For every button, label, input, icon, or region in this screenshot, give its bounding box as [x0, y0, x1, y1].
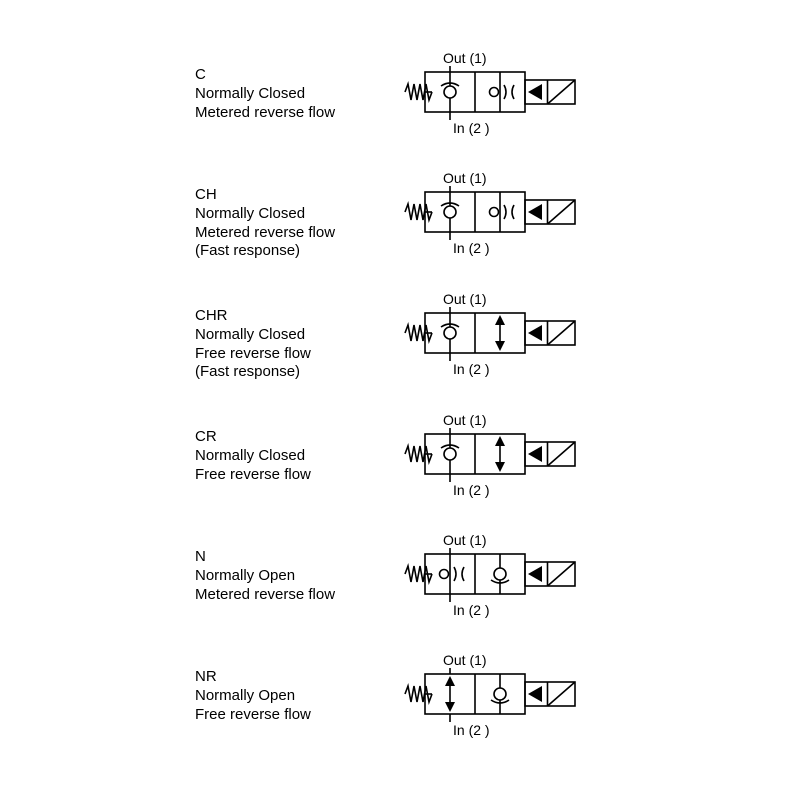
valve-symbol: Out (1)In (2 ): [395, 652, 625, 742]
valve-desc-line: (Fast response): [195, 242, 395, 261]
valve-desc-line: (Fast response): [195, 363, 395, 382]
valve-label-block: NNormally OpenMetered reverse flow: [195, 532, 395, 604]
valve-symbol: Out (1)In (2 ): [395, 532, 625, 622]
valve-row-c: CNormally ClosedMetered reverse flowOut …: [0, 50, 800, 140]
valve-code: N: [195, 548, 395, 567]
valve-desc-line: Normally Closed: [195, 205, 395, 224]
valve-desc-line: Normally Closed: [195, 85, 395, 104]
valve-desc-line: Free reverse flow: [195, 706, 395, 725]
valve-desc-line: Normally Open: [195, 567, 395, 586]
valve-code: C: [195, 66, 395, 85]
valve-desc-line: Metered reverse flow: [195, 224, 395, 243]
valve-label-block: CNormally ClosedMetered reverse flow: [195, 50, 395, 122]
valve-desc-line: Normally Open: [195, 687, 395, 706]
valve-symbol: Out (1)In (2 ): [395, 291, 625, 381]
valve-desc-line: Free reverse flow: [195, 345, 395, 364]
valve-label-block: CHRNormally ClosedFree reverse flow(Fast…: [195, 291, 395, 382]
valve-code: CHR: [195, 307, 395, 326]
valve-row-n: NNormally OpenMetered reverse flowOut (1…: [0, 532, 800, 622]
valve-code: CR: [195, 428, 395, 447]
valve-label-block: CHNormally ClosedMetered reverse flow(Fa…: [195, 170, 395, 261]
valve-row-nr: NRNormally OpenFree reverse flowOut (1)I…: [0, 652, 800, 742]
valve-label-block: NRNormally OpenFree reverse flow: [195, 652, 395, 724]
valve-row-chr: CHRNormally ClosedFree reverse flow(Fast…: [0, 291, 800, 382]
valve-row-ch: CHNormally ClosedMetered reverse flow(Fa…: [0, 170, 800, 261]
valve-label-block: CRNormally ClosedFree reverse flow: [195, 412, 395, 484]
valve-desc-line: Normally Closed: [195, 326, 395, 345]
valve-desc-line: Metered reverse flow: [195, 104, 395, 123]
valve-symbol: Out (1)In (2 ): [395, 412, 625, 502]
valve-row-cr: CRNormally ClosedFree reverse flowOut (1…: [0, 412, 800, 502]
valve-desc-line: Metered reverse flow: [195, 586, 395, 605]
valve-symbol: Out (1)In (2 ): [395, 50, 625, 140]
valve-code: NR: [195, 668, 395, 687]
valve-symbol: Out (1)In (2 ): [395, 170, 625, 260]
valve-code: CH: [195, 186, 395, 205]
valve-desc-line: Free reverse flow: [195, 466, 395, 485]
valve-desc-line: Normally Closed: [195, 447, 395, 466]
